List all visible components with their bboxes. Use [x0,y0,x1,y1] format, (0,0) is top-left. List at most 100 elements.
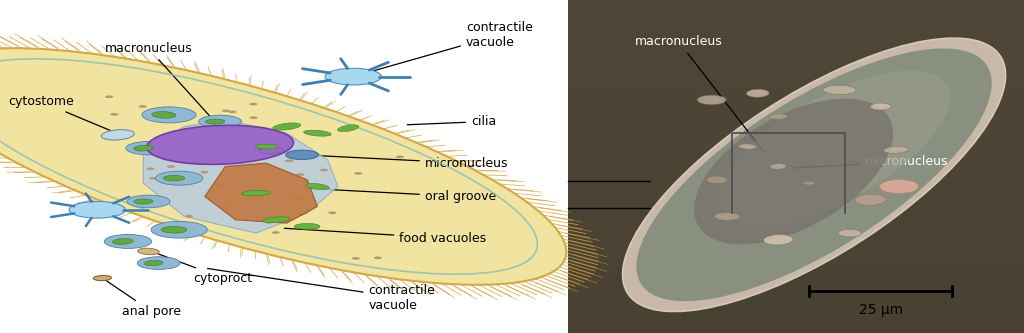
Ellipse shape [870,103,891,110]
Ellipse shape [325,68,381,85]
Ellipse shape [697,95,726,105]
Ellipse shape [104,234,152,248]
Ellipse shape [0,48,566,285]
Text: 25 μm: 25 μm [858,303,903,317]
Text: cilia: cilia [408,115,497,128]
Ellipse shape [111,113,119,116]
Ellipse shape [746,89,769,97]
Polygon shape [205,163,317,223]
Ellipse shape [374,256,382,259]
Ellipse shape [228,111,237,113]
Ellipse shape [694,99,893,244]
Ellipse shape [113,238,133,244]
Bar [568,166,1024,183]
Ellipse shape [167,165,175,168]
Text: macronucleus: macronucleus [104,42,223,131]
Ellipse shape [101,130,134,140]
Bar [568,100,1024,117]
Ellipse shape [319,169,328,171]
Ellipse shape [265,221,273,224]
Ellipse shape [329,211,337,214]
Text: contractile
vacuole: contractile vacuole [356,21,532,76]
Ellipse shape [70,201,125,218]
Bar [568,133,1024,150]
Ellipse shape [285,160,293,162]
Ellipse shape [249,103,257,106]
Text: macronucleus: macronucleus [635,35,764,153]
Ellipse shape [855,194,886,205]
Ellipse shape [146,125,294,165]
Ellipse shape [185,215,194,217]
Ellipse shape [259,148,284,154]
Ellipse shape [623,38,1006,311]
Ellipse shape [138,105,146,108]
Bar [568,216,1024,233]
Ellipse shape [250,116,258,119]
Bar [568,0,1024,17]
Ellipse shape [137,248,160,255]
Ellipse shape [271,231,280,234]
Ellipse shape [293,197,301,200]
Text: food vacuoles: food vacuoles [285,228,486,245]
Bar [568,200,1024,216]
Ellipse shape [306,183,329,189]
Ellipse shape [637,48,991,301]
Text: cytostome: cytostome [8,95,118,134]
Ellipse shape [884,147,908,153]
Ellipse shape [296,173,304,176]
Bar [568,283,1024,300]
Ellipse shape [304,130,331,136]
Ellipse shape [354,172,362,175]
Ellipse shape [715,212,739,220]
Ellipse shape [152,112,176,118]
Ellipse shape [880,179,919,193]
Ellipse shape [242,190,270,196]
Ellipse shape [217,183,225,186]
Ellipse shape [839,229,861,237]
Text: cytoproct: cytoproct [155,252,253,285]
Ellipse shape [152,221,207,238]
Ellipse shape [823,85,856,95]
Ellipse shape [352,257,360,260]
Ellipse shape [263,217,290,223]
Ellipse shape [156,171,203,185]
Ellipse shape [105,96,114,98]
Text: micronucleus: micronucleus [305,155,509,170]
Ellipse shape [226,202,234,204]
Bar [568,300,1024,316]
Ellipse shape [295,223,319,229]
Ellipse shape [272,123,301,130]
Bar [568,316,1024,333]
Bar [568,250,1024,266]
Ellipse shape [769,114,787,119]
Bar [568,266,1024,283]
Bar [568,117,1024,133]
Polygon shape [143,120,338,233]
Bar [568,33,1024,50]
Ellipse shape [142,107,196,123]
Ellipse shape [180,174,188,177]
Bar [568,50,1024,67]
Ellipse shape [201,171,209,173]
Ellipse shape [719,71,950,226]
Text: micronucleus: micronucleus [794,155,949,168]
Ellipse shape [770,164,786,169]
Ellipse shape [764,234,793,245]
Ellipse shape [255,144,278,149]
Ellipse shape [127,195,170,208]
Bar [568,83,1024,100]
Ellipse shape [150,177,158,180]
Bar [568,150,1024,166]
Text: anal pore: anal pore [104,280,181,318]
Ellipse shape [803,181,815,185]
Ellipse shape [199,115,242,128]
Ellipse shape [137,257,180,269]
Ellipse shape [162,226,186,233]
Ellipse shape [144,260,163,266]
Ellipse shape [126,142,171,155]
Bar [568,67,1024,83]
Ellipse shape [338,125,358,132]
Ellipse shape [286,150,318,160]
Text: oral groove: oral groove [305,188,497,203]
Bar [568,17,1024,33]
